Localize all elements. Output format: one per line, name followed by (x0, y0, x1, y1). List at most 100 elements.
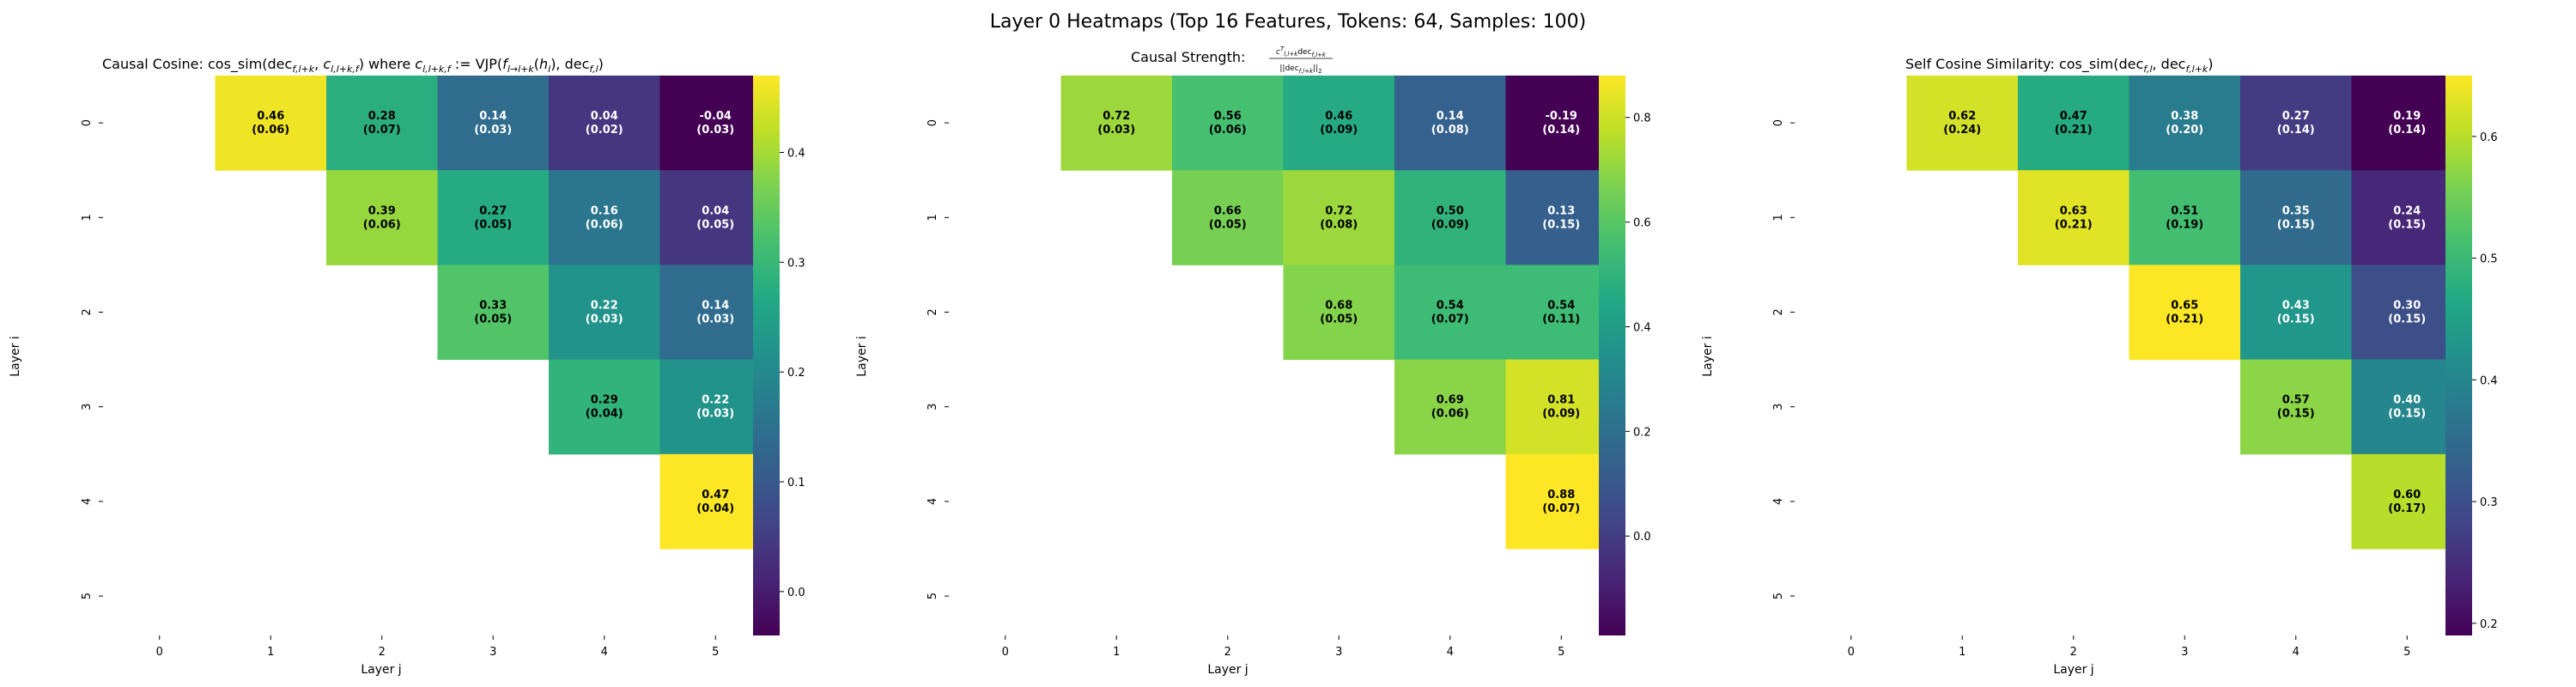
colorbar-tick-label: 0.5 (2480, 253, 2498, 266)
cell-value-label: 0.47 (702, 489, 729, 502)
heatmap-cell (1505, 76, 1618, 171)
cell-std-label: (0.15) (2277, 408, 2315, 421)
cell-value-label: 0.14 (479, 110, 507, 123)
heatmap-cell (1283, 264, 1395, 361)
heatmap-cell (1060, 76, 1173, 171)
cell-value-label: 0.29 (591, 394, 618, 407)
cell-std-label: (0.21) (2055, 218, 2093, 231)
heatmap-cell (659, 264, 772, 361)
x-tick-label: 1 (1959, 646, 1965, 659)
colorbar-tick-label: 0.4 (787, 147, 805, 160)
y-tick-label: 4 (927, 498, 939, 505)
cell-std-label: (0.24) (1943, 124, 1981, 137)
cell-value-label: 0.39 (368, 204, 396, 217)
cell-value-label: 0.81 (1547, 394, 1575, 407)
x-tick-label: 5 (712, 646, 719, 659)
y-tick-label: 0 (81, 119, 94, 126)
heatmap-cell (2129, 76, 2241, 171)
cell-value-label: 0.14 (1437, 110, 1464, 123)
cell-std-label: (0.03) (474, 124, 512, 137)
cell-value-label: 0.38 (2171, 110, 2198, 123)
heatmap-cell (2129, 264, 2241, 361)
cell-value-label: 0.65 (2171, 300, 2198, 313)
cell-value-label: 0.56 (1214, 110, 1242, 123)
cell-std-label: (0.06) (363, 218, 401, 231)
y-tick-label: 5 (927, 593, 939, 599)
heatmap-cell (437, 170, 550, 265)
x-tick-label: 5 (2403, 646, 2410, 659)
y-tick-label: 1 (1772, 214, 1785, 221)
y-tick-label: 1 (927, 214, 939, 221)
heatmap-cell (1394, 170, 1506, 265)
cell-value-label: 0.72 (1325, 204, 1352, 217)
heatmap-cell (215, 76, 327, 171)
cell-value-label: 0.14 (702, 300, 729, 313)
heatmap-cell (326, 170, 438, 265)
heatmap-cell (1172, 170, 1284, 265)
y-tick-label: 2 (1772, 308, 1785, 315)
cell-std-label: (0.08) (1431, 124, 1469, 137)
cell-value-label: 0.33 (479, 300, 507, 313)
x-tick-label: 2 (379, 646, 386, 659)
heatmap-cell (1906, 76, 2019, 171)
cell-std-label: (0.06) (1209, 124, 1247, 137)
cell-std-label: (0.15) (2388, 408, 2426, 421)
heatmap-cell (1394, 264, 1506, 361)
heatmap-cell (2351, 453, 2464, 550)
y-axis-label: Layer i (855, 336, 869, 376)
cell-value-label: 0.72 (1103, 110, 1130, 123)
cell-std-label: (0.05) (474, 218, 512, 231)
y-tick-label: 5 (1772, 593, 1785, 599)
cell-std-label: (0.09) (1542, 408, 1580, 421)
colorbar-tick-label: 0.0 (787, 587, 805, 599)
cell-std-label: (0.07) (1431, 313, 1469, 326)
cell-value-label: 0.54 (1437, 300, 1464, 313)
colorbar-tick-label: 0.2 (1633, 426, 1651, 439)
heatmap-cell (2240, 76, 2352, 171)
heatmap-panel-causal-cosine: Causal Cosine: cos_sim(decf,l+k, cl,l+k,… (9, 56, 805, 677)
cell-std-label: (0.15) (2277, 313, 2315, 326)
colorbar-tick-label: 0.4 (1633, 321, 1651, 334)
cell-std-label: (0.05) (1209, 218, 1247, 231)
heatmap-cell (2240, 359, 2352, 455)
y-tick-label: 0 (1772, 119, 1785, 126)
heatmap-cell (659, 359, 772, 455)
cell-std-label: (0.03) (696, 124, 734, 137)
heatmap-cell (326, 76, 438, 171)
y-tick-label: 3 (81, 404, 94, 410)
heatmap-cell (1394, 359, 1506, 455)
y-axis-label: Layer i (9, 336, 22, 376)
cell-std-label: (0.19) (2166, 218, 2203, 231)
y-tick-label: 3 (1772, 404, 1785, 410)
cell-value-label: 0.57 (2282, 394, 2310, 407)
cell-std-label: (0.04) (696, 502, 734, 515)
heatmap-cell (1283, 170, 1395, 265)
cell-value-label: 0.62 (1948, 110, 1976, 123)
heatmap-cell (1505, 453, 1618, 550)
cell-std-label: (0.17) (2388, 502, 2426, 515)
x-tick-label: 2 (2070, 646, 2077, 659)
cell-value-label: -0.19 (1546, 110, 1577, 123)
cell-std-label: (0.15) (1542, 218, 1580, 231)
cell-value-label: 0.13 (1547, 204, 1575, 217)
x-axis-label: Layer j (2053, 663, 2093, 677)
cell-value-label: 0.22 (591, 300, 618, 313)
y-axis-label: Layer i (1701, 336, 1715, 376)
x-tick-label: 0 (156, 646, 163, 659)
cell-std-label: (0.07) (363, 124, 401, 137)
cell-std-label: (0.11) (1542, 313, 1580, 326)
cell-value-label: 0.69 (1437, 394, 1464, 407)
colorbar (753, 76, 780, 635)
cell-value-label: 0.35 (2282, 204, 2310, 217)
x-tick-label: 4 (2293, 646, 2300, 659)
heatmap-cell (549, 359, 660, 455)
cell-value-label: 0.43 (2282, 300, 2310, 313)
cell-std-label: (0.15) (2388, 218, 2426, 231)
cell-value-label: 0.30 (2393, 300, 2421, 313)
heatmap-cell (549, 76, 660, 171)
x-tick-label: 0 (1002, 646, 1009, 659)
heatmap-panel-causal-strength: Causal Strength: cTl,l+kdecf,l+k ||decf,… (855, 46, 1651, 677)
y-tick-label: 4 (81, 498, 94, 505)
y-tick-label: 3 (927, 404, 939, 410)
colorbar-tick-label: 0.8 (1633, 112, 1651, 125)
